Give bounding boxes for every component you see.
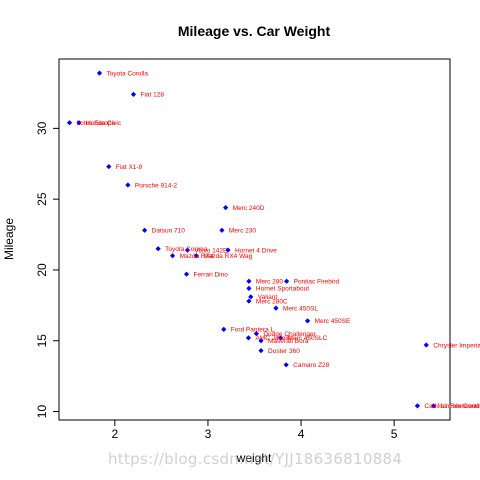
y-tick-label: 15 [35,334,49,348]
point-label: Hornet 4 Drive [235,247,277,254]
data-point [246,285,252,291]
data-point [96,70,103,76]
point-label: Dodge Challenger [263,331,316,338]
point-label: Pontiac Firebird [294,279,340,286]
data-point [184,247,191,253]
x-axis: 2 3 4 5 [112,420,398,441]
data-point [66,120,73,126]
data-point [273,305,279,311]
chart-title: Mileage vs. Car Weight [178,23,331,39]
data-point [142,227,148,233]
x-tick-label: 2 [112,427,119,441]
point-label: Camaro Z28 [293,362,330,369]
data-point [253,331,259,337]
point-label: Chrysler Imperial [433,342,480,349]
point-label: Honda Civic [86,120,122,127]
data-point [304,318,311,324]
point-label: AMC Javelin [255,335,292,342]
data-points [66,70,437,409]
point-label: Datsun 710 [152,228,186,235]
y-tick-label: 25 [35,192,49,206]
point-label: Mazda RX4 Wag [203,253,252,260]
point-label: Merc 450SLC [288,335,328,342]
data-point [155,246,161,252]
data-point [225,247,231,253]
data-point [423,342,429,348]
data-point [106,163,112,170]
watermark-text: https://blog.csdn.net/YJJ18636810884 [108,450,403,468]
data-point [183,271,190,277]
data-point [193,253,199,259]
point-label: Ford Pantera L [231,327,275,334]
point-label: Merc 280C [256,298,288,305]
data-point [258,348,264,354]
point-label: Cadillac Fleetwood [424,403,479,410]
point-label: Merc 280 [256,279,283,286]
data-point [219,227,225,233]
x-tick-label: 3 [205,427,212,441]
data-point [246,298,252,304]
data-point [245,335,252,341]
point-label: Mazda RX4 [180,253,214,260]
data-point [248,294,254,300]
point-label: Merc 450SE [315,318,351,325]
point-label: Merc 450SL [283,305,318,312]
y-tick-label: 10 [35,405,49,419]
y-axis-label: Mileage [2,218,16,260]
point-label: Merc 230 [229,228,256,235]
data-point [125,182,131,188]
point-label: Duster 360 [268,348,300,355]
point-label: Hornet Sportabout [256,286,309,293]
point-label: Merc 240D [233,205,265,212]
data-point [221,326,227,332]
data-point [223,205,229,211]
x-tick-label: 5 [391,427,398,441]
data-point [284,278,290,284]
point-label: Fiat X1-9 [116,164,143,171]
point-label: Lincoln Continental [441,403,480,410]
point-label: Porsche 914-2 [135,182,178,189]
data-point [283,362,289,368]
x-axis-label: weight [236,451,272,465]
point-label: Valiant [258,294,278,301]
data-point [76,120,82,126]
point-label: Maserati Bora [268,338,309,345]
data-point [414,403,421,409]
data-point [277,335,284,341]
data-point [258,338,264,344]
y-tick-label: 20 [35,263,49,277]
x-tick-label: 4 [298,427,305,441]
y-tick-label: 30 [35,121,49,135]
point-label: Toyota Corolla [106,70,148,77]
plot-frame [58,58,451,421]
point-label: Volvo 142E [194,247,228,254]
data-point [431,403,437,409]
y-axis: 10 15 20 25 30 [35,121,59,418]
point-label: Lotus Europa [77,120,116,127]
point-label: Toyota Corona [165,246,208,253]
point-label: Ferrari Dino [194,271,229,278]
point-label: Fiat 128 [140,92,164,99]
data-point [169,253,176,259]
data-point [246,278,252,284]
data-point [130,91,137,97]
